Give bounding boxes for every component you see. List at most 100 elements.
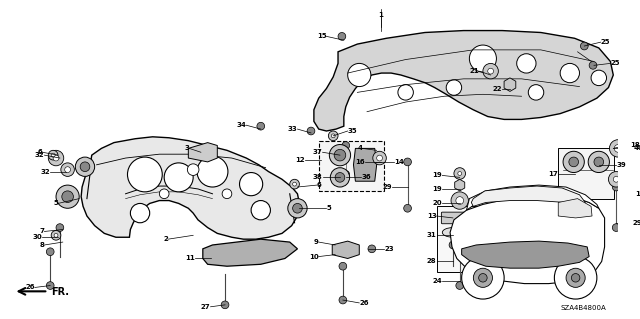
Polygon shape <box>81 137 300 239</box>
Circle shape <box>488 68 493 74</box>
Circle shape <box>479 274 487 282</box>
Circle shape <box>51 153 55 157</box>
Circle shape <box>613 176 619 182</box>
Polygon shape <box>332 241 359 258</box>
Circle shape <box>563 151 584 173</box>
Circle shape <box>53 155 59 161</box>
Text: 29: 29 <box>632 220 640 226</box>
Circle shape <box>469 45 497 72</box>
Circle shape <box>554 256 597 299</box>
Text: SZA4B4800A: SZA4B4800A <box>561 305 607 311</box>
Circle shape <box>221 301 229 309</box>
Circle shape <box>612 224 620 232</box>
Text: 12: 12 <box>296 157 305 163</box>
Circle shape <box>188 164 199 175</box>
Text: 26: 26 <box>359 300 369 306</box>
Text: 4: 4 <box>357 145 362 152</box>
Circle shape <box>342 142 349 149</box>
Circle shape <box>560 63 579 83</box>
Circle shape <box>332 134 335 138</box>
Circle shape <box>48 150 58 160</box>
Text: 6: 6 <box>317 182 321 188</box>
Circle shape <box>456 282 463 289</box>
Text: 11: 11 <box>186 256 195 262</box>
Circle shape <box>292 204 302 213</box>
Text: 7: 7 <box>40 228 44 234</box>
Polygon shape <box>471 186 585 206</box>
Text: 23: 23 <box>385 246 394 252</box>
Polygon shape <box>450 195 605 284</box>
Text: 10: 10 <box>309 254 319 260</box>
Text: 15: 15 <box>317 33 326 39</box>
Text: 2: 2 <box>163 236 168 242</box>
Text: 16: 16 <box>636 191 640 197</box>
Circle shape <box>377 155 383 161</box>
Circle shape <box>458 172 461 175</box>
Circle shape <box>454 168 465 179</box>
Text: 37: 37 <box>313 149 323 155</box>
Circle shape <box>48 150 64 166</box>
Circle shape <box>56 224 64 232</box>
Circle shape <box>451 192 468 209</box>
Text: 5: 5 <box>326 205 331 211</box>
Circle shape <box>572 274 580 282</box>
Text: FR.: FR. <box>51 287 69 297</box>
Text: 29: 29 <box>383 184 392 190</box>
Circle shape <box>330 168 349 187</box>
Text: 1: 1 <box>378 12 383 18</box>
Circle shape <box>257 122 264 130</box>
Text: 13: 13 <box>427 213 436 219</box>
Circle shape <box>609 172 624 187</box>
Polygon shape <box>467 185 599 210</box>
Circle shape <box>588 151 609 173</box>
Text: 34: 34 <box>236 122 246 128</box>
FancyBboxPatch shape <box>442 212 465 224</box>
Text: 39: 39 <box>616 162 626 168</box>
Circle shape <box>51 231 61 240</box>
Text: 28: 28 <box>427 258 436 264</box>
Circle shape <box>251 201 271 220</box>
Text: 8: 8 <box>40 242 44 248</box>
Text: 19: 19 <box>433 173 442 178</box>
Circle shape <box>127 157 163 192</box>
Text: 25: 25 <box>611 60 620 66</box>
Text: 16: 16 <box>355 159 365 165</box>
Circle shape <box>239 173 262 196</box>
Text: 40: 40 <box>634 145 640 152</box>
Circle shape <box>330 145 351 166</box>
Text: 30: 30 <box>33 234 42 240</box>
Circle shape <box>373 151 387 165</box>
Text: 6: 6 <box>38 149 42 155</box>
Circle shape <box>65 167 70 173</box>
Text: 19: 19 <box>433 186 442 192</box>
Text: 36: 36 <box>361 174 371 180</box>
Polygon shape <box>353 148 377 181</box>
Circle shape <box>589 62 597 69</box>
Circle shape <box>528 85 544 100</box>
Circle shape <box>164 163 193 192</box>
Bar <box>319 141 385 191</box>
Text: 38: 38 <box>313 174 323 180</box>
Circle shape <box>398 85 413 100</box>
Polygon shape <box>504 78 516 92</box>
Text: 31: 31 <box>427 232 436 238</box>
Circle shape <box>335 173 345 182</box>
Text: 33: 33 <box>288 126 298 132</box>
Polygon shape <box>461 241 589 268</box>
Polygon shape <box>314 31 613 131</box>
Circle shape <box>474 268 492 287</box>
Text: 35: 35 <box>348 128 357 134</box>
Circle shape <box>339 296 347 304</box>
Text: 26: 26 <box>25 285 35 291</box>
Text: 3: 3 <box>184 145 189 152</box>
Circle shape <box>288 199 307 218</box>
Circle shape <box>307 127 315 135</box>
Polygon shape <box>203 239 298 266</box>
Circle shape <box>131 204 150 223</box>
Circle shape <box>334 149 346 161</box>
Circle shape <box>446 80 461 95</box>
Circle shape <box>159 189 169 199</box>
Circle shape <box>46 282 54 289</box>
Text: 14: 14 <box>394 159 404 165</box>
Circle shape <box>483 63 499 79</box>
